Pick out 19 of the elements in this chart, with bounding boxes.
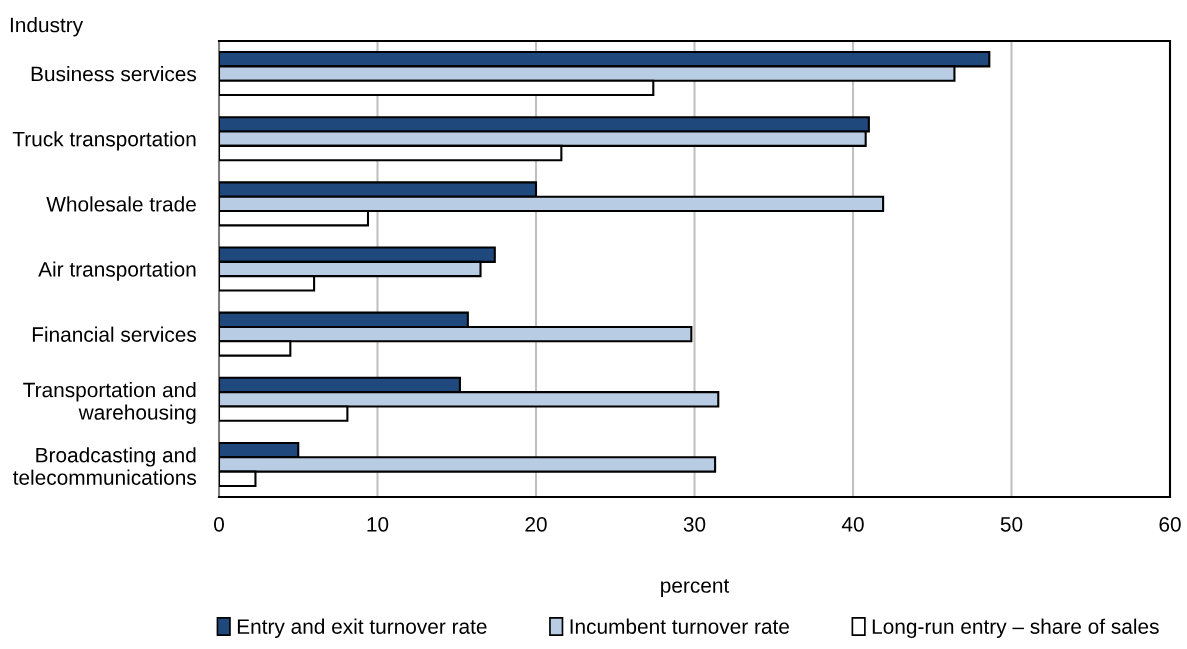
x-tick-label: 40: [841, 516, 864, 532]
y-tick-label: Air transportation: [38, 261, 196, 281]
x-axis-title: percent: [661, 579, 730, 597]
y-tick-label: Broadcasting and telecommunications: [12, 447, 197, 485]
legend-label: Long-run entry – share of sales: [872, 618, 1159, 639]
y-axis-title: Industry: [10, 17, 84, 37]
x-tick-label: 60: [1159, 516, 1181, 532]
y-tick-label: Truck transportation: [12, 131, 196, 151]
y-tick-label: Business services: [31, 66, 197, 82]
y-tick-label: Wholesale trade: [46, 196, 196, 212]
y-tick-label: Transportation and warehousing: [23, 382, 196, 424]
x-tick-label: 50: [1000, 516, 1023, 532]
x-tick-label: 0: [214, 516, 224, 532]
x-tick-label: 10: [367, 516, 389, 532]
x-tick-label: 20: [525, 516, 547, 532]
y-tick-label: Financial services: [32, 326, 197, 342]
legend-label: Incumbent turnover rate: [570, 618, 789, 634]
x-tick-label: 30: [683, 516, 706, 532]
legend-label: Entry and exit turnover rate: [237, 618, 487, 639]
